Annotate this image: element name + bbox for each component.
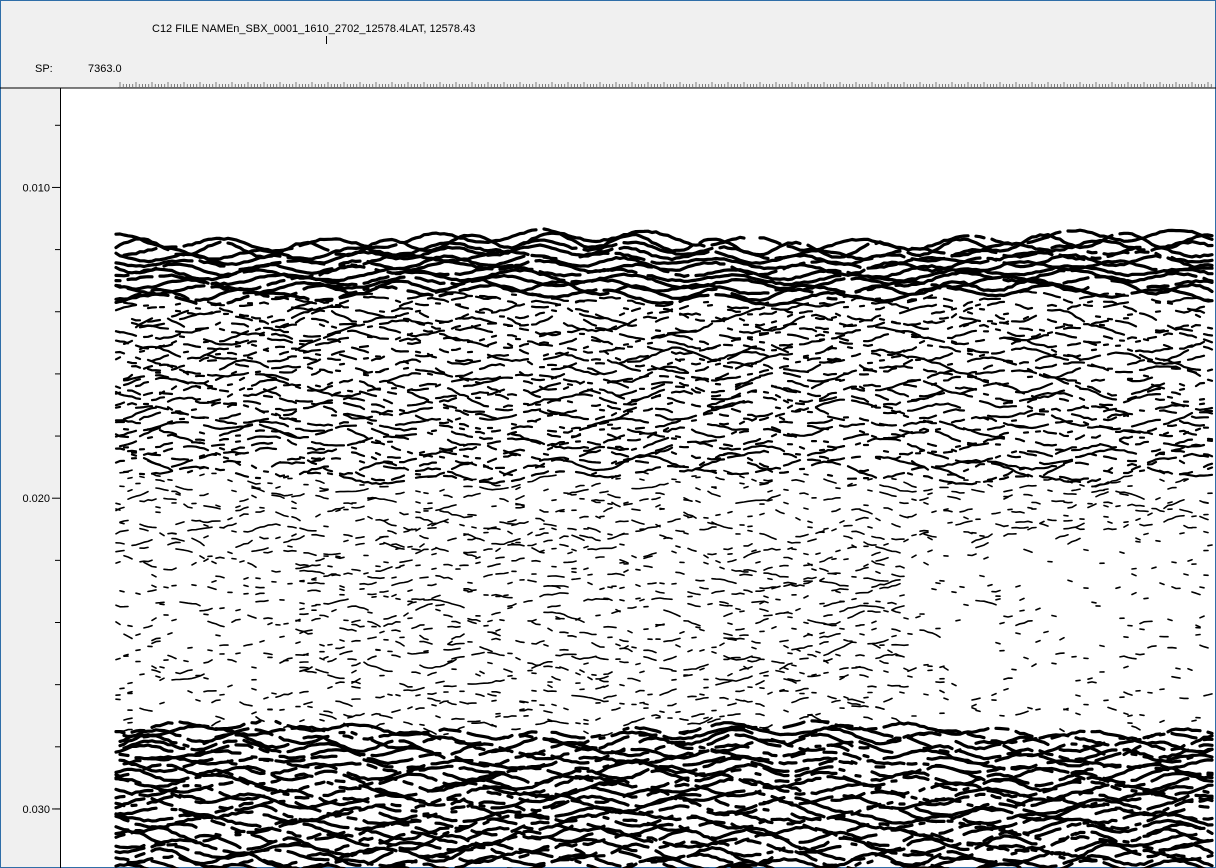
seismic-viewer: C12 FILE NAMEn_SBX_0001_1610_2702_12578.… [0,0,1216,868]
ruler-start: 7363.0 [88,63,122,75]
y-tick-label: 0.020 [22,493,50,505]
ruler-label: SP: [35,63,53,75]
header-panel [0,0,1216,88]
y-tick-label: 0.030 [22,804,50,816]
axis-panel [0,88,60,868]
file-name: C12 FILE NAMEn_SBX_0001_1610_2702_12578.… [152,23,475,35]
y-tick-label: 0.010 [22,182,50,194]
